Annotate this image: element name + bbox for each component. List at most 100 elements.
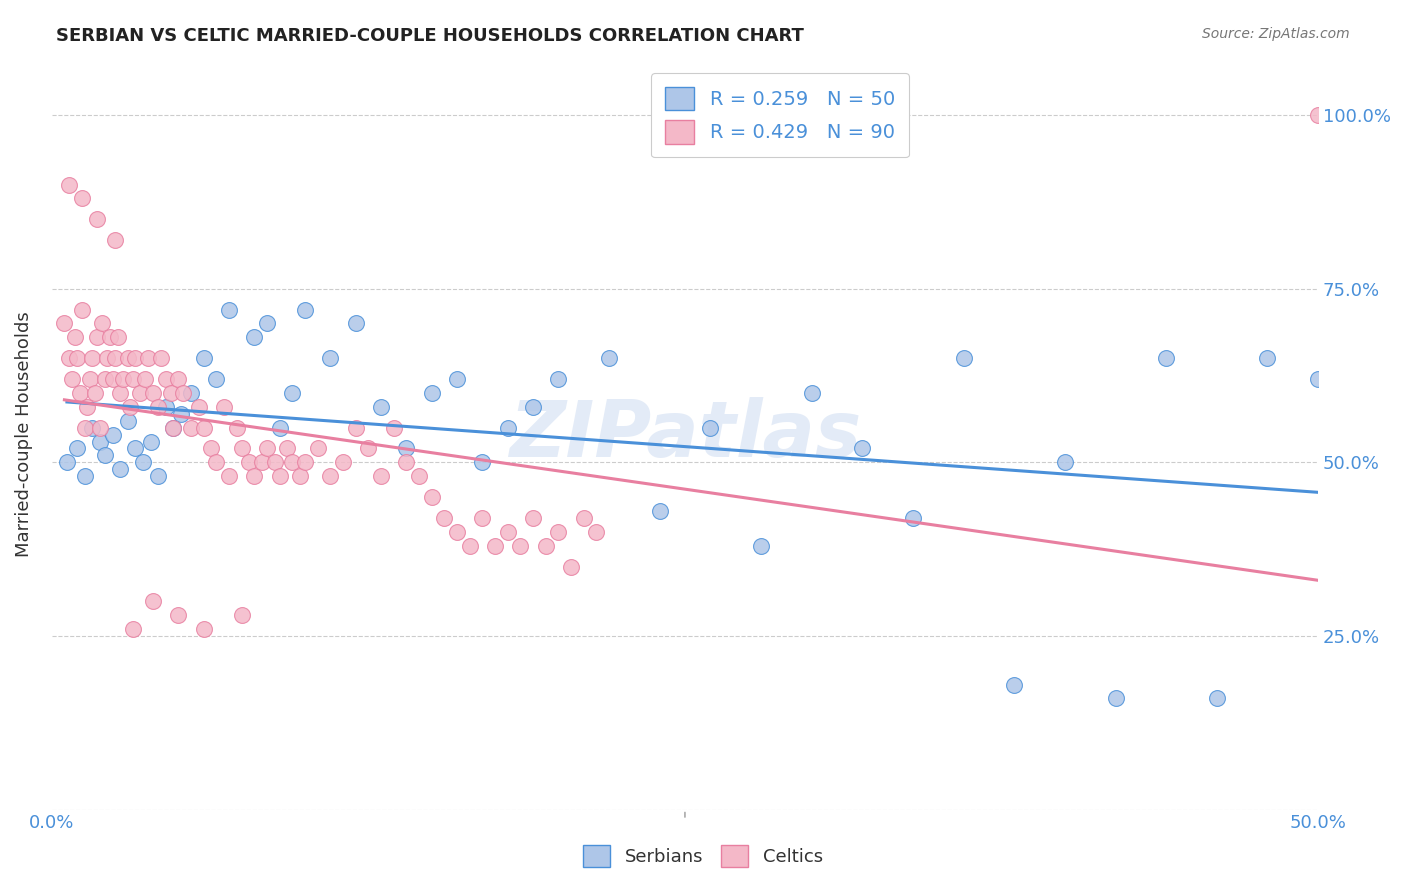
Point [86, 330, 108, 344]
Point [146, 400, 169, 414]
Point [121, 372, 143, 386]
Point [547, 524, 569, 539]
Point [294, 455, 316, 469]
Point [83, 385, 105, 400]
Point [162, 420, 184, 434]
Point [101, 427, 124, 442]
Point [167, 608, 190, 623]
Point [89, 420, 111, 434]
Point [256, 317, 278, 331]
Point [76, 400, 98, 414]
Point [205, 372, 228, 386]
Legend: Serbians, Celtics: Serbians, Celtics [576, 838, 830, 874]
Point [269, 420, 291, 434]
Point [288, 469, 311, 483]
Point [509, 539, 531, 553]
Point [522, 400, 544, 414]
Point [142, 385, 165, 400]
Point [218, 469, 240, 483]
Point [408, 469, 430, 483]
Point [104, 351, 127, 366]
Point [420, 490, 443, 504]
Point [73, 469, 96, 483]
Point [129, 385, 152, 400]
Legend: R = 0.259   N = 50, R = 0.429   N = 90: R = 0.259 N = 50, R = 0.429 N = 90 [651, 73, 908, 158]
Point [1104, 691, 1126, 706]
Point [395, 455, 418, 469]
Point [104, 233, 127, 247]
Point [193, 351, 215, 366]
Point [193, 622, 215, 636]
Point [420, 385, 443, 400]
Point [250, 455, 273, 469]
Point [319, 469, 342, 483]
Point [269, 469, 291, 483]
Point [139, 434, 162, 449]
Point [89, 434, 111, 449]
Point [108, 385, 131, 400]
Point [172, 385, 194, 400]
Point [648, 504, 671, 518]
Point [120, 400, 142, 414]
Point [98, 330, 121, 344]
Point [82, 351, 104, 366]
Point [256, 442, 278, 456]
Point [124, 442, 146, 456]
Point [522, 511, 544, 525]
Point [1256, 351, 1278, 366]
Point [124, 351, 146, 366]
Point [134, 372, 156, 386]
Point [162, 420, 184, 434]
Point [132, 455, 155, 469]
Point [446, 524, 468, 539]
Point [180, 385, 202, 400]
Point [307, 442, 329, 456]
Point [91, 317, 114, 331]
Point [117, 414, 139, 428]
Point [1002, 677, 1025, 691]
Point [200, 442, 222, 456]
Point [58, 178, 80, 192]
Point [170, 407, 193, 421]
Point [238, 455, 260, 469]
Point [585, 524, 607, 539]
Point [901, 511, 924, 525]
Point [82, 420, 104, 434]
Point [101, 372, 124, 386]
Point [149, 351, 172, 366]
Point [749, 539, 772, 553]
Point [370, 469, 392, 483]
Point [1308, 372, 1330, 386]
Y-axis label: Married-couple Households: Married-couple Households [15, 311, 32, 558]
Point [243, 469, 266, 483]
Point [86, 212, 108, 227]
Point [69, 385, 91, 400]
Point [319, 351, 342, 366]
Point [496, 420, 519, 434]
Point [53, 317, 76, 331]
Point [243, 330, 266, 344]
Point [598, 351, 620, 366]
Point [96, 351, 118, 366]
Point [1205, 691, 1227, 706]
Point [433, 511, 456, 525]
Text: ZIPatlas: ZIPatlas [509, 397, 860, 473]
Point [800, 385, 823, 400]
Point [484, 539, 506, 553]
Point [458, 539, 481, 553]
Point [73, 420, 96, 434]
Point [108, 462, 131, 476]
Point [79, 372, 101, 386]
Point [187, 400, 209, 414]
Point [107, 330, 129, 344]
Point [212, 400, 235, 414]
Text: SERBIAN VS CELTIC MARRIED-COUPLE HOUSEHOLDS CORRELATION CHART: SERBIAN VS CELTIC MARRIED-COUPLE HOUSEHO… [56, 27, 804, 45]
Point [155, 372, 177, 386]
Point [471, 455, 494, 469]
Point [276, 442, 298, 456]
Point [66, 442, 89, 456]
Point [111, 372, 134, 386]
Point [56, 455, 79, 469]
Point [572, 511, 595, 525]
Point [294, 302, 316, 317]
